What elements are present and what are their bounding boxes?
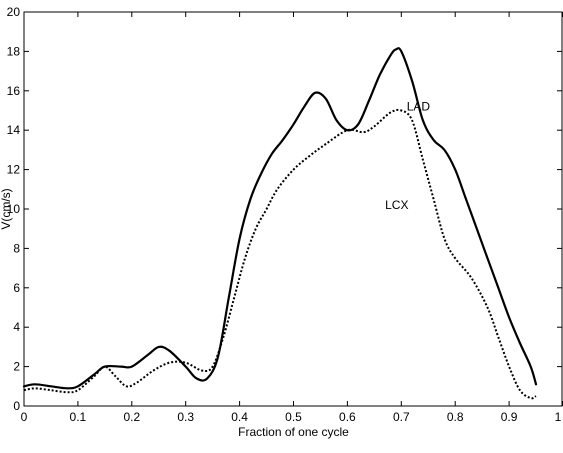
x-tick-label: 0.2 [123, 410, 140, 424]
y-tick-label: 20 [7, 5, 21, 19]
x-tick-label: 0.1 [70, 410, 87, 424]
x-tick-label: 0 [21, 410, 28, 424]
y-tick-label: 12 [7, 163, 21, 177]
series-label-lad: LAD [407, 100, 431, 114]
y-tick-label: 4 [13, 320, 20, 334]
y-axis-label: V(cm/s) [0, 188, 13, 229]
y-tick-label: 0 [13, 399, 20, 413]
ticks-layer: 0 0.1 0.2 0.3 0.4 0.5 0.6 0.7 0.8 0.9 102468101214… [7, 5, 563, 424]
y-tick-label: 18 [7, 44, 21, 58]
y-tick-label: 2 [13, 360, 20, 374]
series-line-lcx [23, 108, 537, 400]
x-axis-label: Fraction of one cycle [238, 425, 349, 439]
x-tick-label: 0.8 [447, 410, 464, 424]
y-tick-label: 8 [13, 241, 20, 255]
y-tick-label: 16 [7, 84, 21, 98]
y-tick-label: 6 [13, 281, 20, 295]
x-tick-label: 0.7 [393, 410, 410, 424]
series-layer [22, 47, 538, 400]
x-tick-label: 0.4 [231, 410, 248, 424]
y-tick-label: 14 [7, 123, 21, 137]
x-tick-label: 0.5 [285, 410, 302, 424]
series-line-lad [22, 47, 538, 390]
x-tick-label: 0.3 [177, 410, 194, 424]
series-label-lcx: LCX [385, 198, 408, 212]
labels-layer: LAD LCX [385, 100, 430, 213]
plot-area [23, 11, 563, 407]
y-tick-label: 10 [7, 202, 21, 216]
x-tick-label: 1 [555, 410, 562, 424]
x-tick-label: 0.6 [339, 410, 356, 424]
x-tick-label: 0.9 [501, 410, 518, 424]
